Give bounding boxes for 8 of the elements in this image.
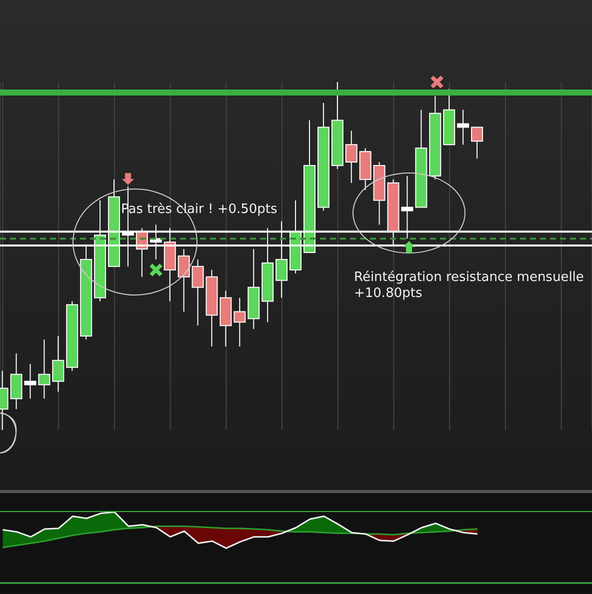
candlestick [471,126,484,160]
candlestick [52,336,64,392]
candlestick [345,130,358,184]
candlestick [178,248,190,312]
candlestick [38,339,50,400]
candlestick [234,297,246,347]
candlestick [457,109,470,146]
annotation: Réintégration resistance mensuelle +10.80pts [354,270,584,302]
